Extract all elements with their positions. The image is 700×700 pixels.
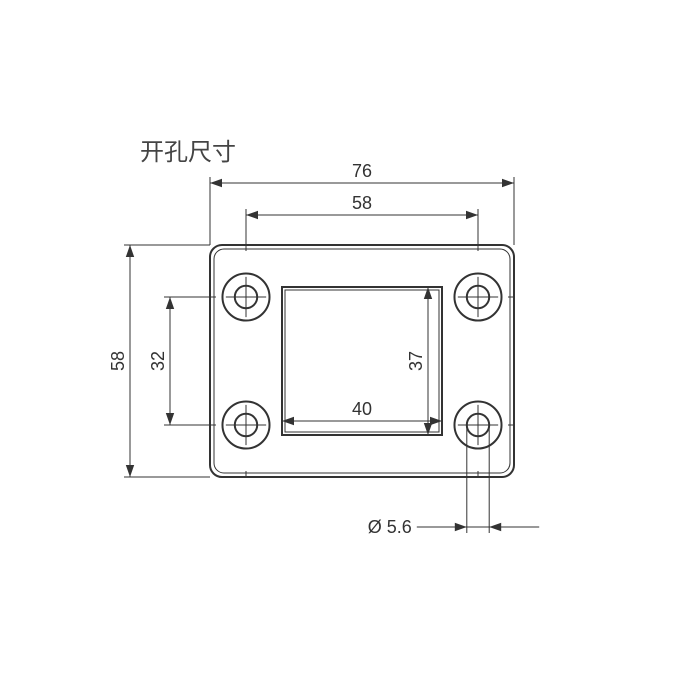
svg-text:32: 32 [148, 351, 168, 371]
svg-text:58: 58 [108, 351, 128, 371]
hole-diameter-label: Ø 5.6 [368, 517, 412, 537]
svg-text:37: 37 [406, 351, 426, 371]
dimensions: 76 58 58 32 40 37 Ø 5.6 [108, 161, 539, 537]
svg-text:76: 76 [352, 161, 372, 181]
plate-outline [210, 245, 514, 477]
svg-text:58: 58 [352, 193, 372, 213]
mounting-holes [222, 273, 501, 448]
svg-text:40: 40 [352, 399, 372, 419]
drawing-title: 开孔尺寸 [140, 139, 236, 166]
